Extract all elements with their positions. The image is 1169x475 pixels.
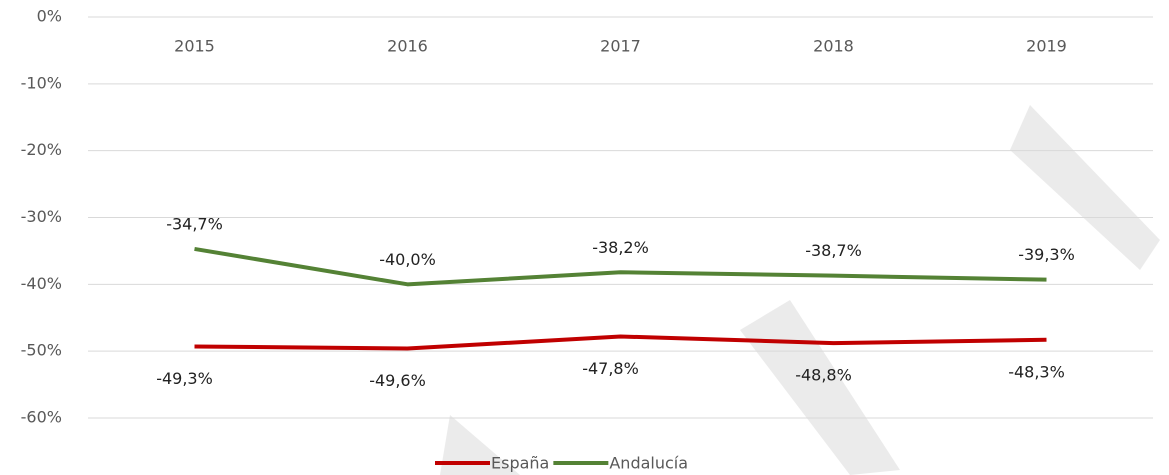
series-line [194, 246, 1047, 287]
data-label: -48,8% [795, 366, 852, 385]
data-label: -47,8% [582, 359, 639, 378]
x-tick-label: 2018 [813, 37, 854, 56]
y-tick-label: -50% [21, 341, 62, 360]
data-label: -40,0% [379, 250, 436, 269]
legend-label: España [491, 454, 549, 473]
watermark [440, 105, 1160, 475]
data-label: -39,3% [1018, 245, 1075, 264]
x-tick-label: 2017 [600, 37, 641, 56]
x-tick-label: 2016 [387, 37, 428, 56]
data-label: -48,3% [1008, 362, 1065, 381]
y-tick-label: -40% [21, 274, 62, 293]
data-label: -34,7% [166, 214, 223, 233]
x-tick-label: 2015 [174, 37, 215, 56]
y-tick-label: -10% [21, 73, 62, 92]
data-label: -38,7% [805, 241, 862, 260]
y-tick-label: -20% [21, 140, 62, 159]
series-line [194, 334, 1047, 351]
legend-label: Andalucía [609, 454, 688, 473]
y-tick-label: 0% [37, 7, 62, 26]
data-label: -49,3% [156, 369, 213, 388]
y-tick-label: -30% [21, 207, 62, 226]
data-label: -49,6% [369, 371, 426, 390]
x-tick-label: 2019 [1026, 37, 1067, 56]
y-tick-label: -60% [21, 408, 62, 427]
data-label: -38,2% [592, 238, 649, 257]
